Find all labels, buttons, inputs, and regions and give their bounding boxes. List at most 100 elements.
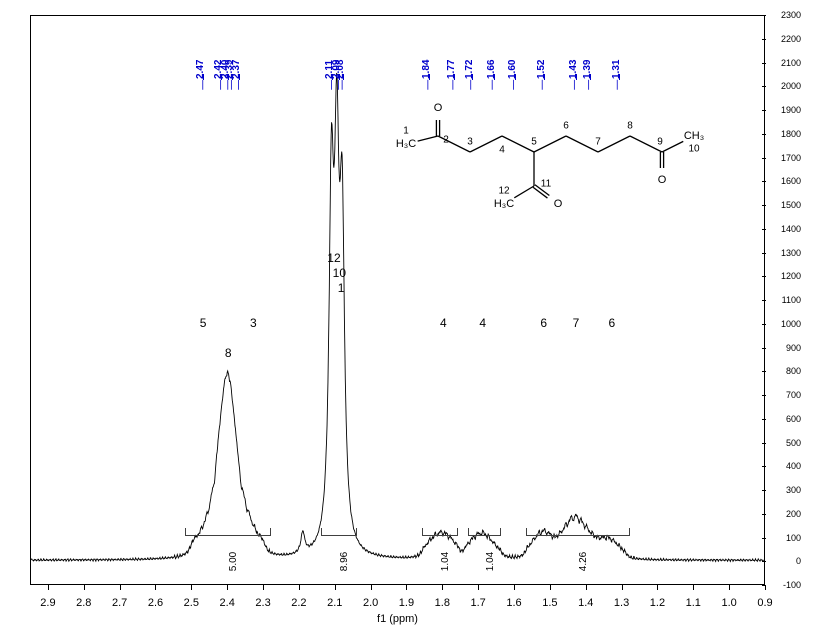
x-tick-label: 2.6	[148, 597, 163, 609]
peak-ppm-label: 1.31	[611, 60, 622, 79]
atom-number: 6	[563, 121, 569, 132]
x-tick-label: 1.5	[542, 597, 557, 609]
integral-bracket	[468, 528, 500, 536]
peak-assignment-label: 8	[225, 346, 232, 360]
integral-bracket	[321, 528, 357, 536]
y-tick-label: 800	[771, 366, 801, 376]
peak-assignment-label: 3	[250, 316, 257, 330]
y-tick-label: 1400	[771, 224, 801, 234]
peak-assignment-label: 5	[200, 316, 207, 330]
atom-number: 1	[403, 126, 409, 137]
integral-value: 5.00	[228, 552, 239, 571]
peak-ppm-label: 1.72	[464, 60, 475, 79]
atom-label: O	[658, 174, 667, 186]
x-tick-label: 1.3	[614, 597, 629, 609]
x-axis-label: f1 (ppm)	[377, 613, 418, 625]
atom-number: 2	[443, 135, 449, 146]
atom-number: 7	[595, 137, 601, 148]
y-tick-label: 600	[771, 414, 801, 424]
x-tick-label: 2.7	[112, 597, 127, 609]
x-tick-label: 2.3	[255, 597, 270, 609]
x-tick-label: 1.6	[506, 597, 521, 609]
x-tick-label: 2.0	[363, 597, 378, 609]
x-tick-label: 1.8	[435, 597, 450, 609]
y-axis-right: 2300220021002000190018001700160015001400…	[766, 15, 801, 585]
peak-ppm-label: 1.43	[568, 60, 579, 79]
atom-number: 5	[531, 137, 537, 148]
integral-value: 8.96	[340, 552, 351, 571]
y-tick-label: 1600	[771, 176, 801, 186]
x-tick-label: 2.9	[40, 597, 55, 609]
y-tick-label: 2200	[771, 34, 801, 44]
y-tick-label: 2000	[771, 81, 801, 91]
y-tick-label: 1900	[771, 105, 801, 115]
x-axis: f1 (ppm) 2.9 2.8 2.7 2.6 2.5 2.4 2.3 2.2 2.1 2.0 1…	[30, 585, 765, 625]
atom-label: H₃C	[396, 138, 416, 150]
x-tick-label: 1.7	[471, 597, 486, 609]
peak-assignment-label: 7	[573, 316, 580, 330]
x-tick-label: 1.1	[686, 597, 701, 609]
peak-assignment-label: 10	[333, 266, 346, 280]
atom-number: 11	[541, 179, 551, 190]
peak-assignment-label: 4	[440, 316, 447, 330]
integral-value: 1.04	[485, 552, 496, 571]
atom-label: O	[554, 198, 563, 210]
atom-number: 4	[499, 145, 505, 156]
y-tick-label: 200	[771, 509, 801, 519]
x-tick-label: 1.9	[399, 597, 414, 609]
y-tick-label: 1300	[771, 248, 801, 258]
peak-ppm-label: 2.37	[231, 60, 242, 79]
peak-ppm-label: 1.84	[421, 60, 432, 79]
y-tick-label: 100	[771, 533, 801, 543]
x-tick-label: 2.1	[327, 597, 342, 609]
y-tick-label: 2300	[771, 10, 801, 20]
integral-value: 1.04	[440, 552, 451, 571]
atom-label: O	[434, 102, 443, 114]
peak-ppm-label: 1.66	[486, 60, 497, 79]
y-tick-label: 1500	[771, 200, 801, 210]
atom-number: 8	[627, 121, 633, 132]
peak-assignment-label: 6	[540, 316, 547, 330]
y-tick-label: 1100	[771, 295, 801, 305]
y-tick-label: 300	[771, 485, 801, 495]
atom-number: 10	[688, 144, 699, 155]
x-tick-label: 2.2	[291, 597, 306, 609]
atom-label: CH₃	[684, 130, 704, 142]
integral-bracket	[526, 528, 630, 536]
y-tick-label: 0	[771, 556, 801, 566]
nmr-plot-area: H₃C12O3456789OCH₃1011OH₃C12 2.472.422.40…	[30, 15, 765, 585]
peak-ppm-label: 1.52	[536, 60, 547, 79]
y-tick-label: 1000	[771, 319, 801, 329]
x-tick-label: 2.4	[220, 597, 235, 609]
x-tick-label: 1.2	[650, 597, 665, 609]
peak-ppm-label: 2.47	[195, 60, 206, 79]
x-tick-label: 0.9	[757, 597, 772, 609]
x-tick-label: 2.8	[76, 597, 91, 609]
y-tick-label: 900	[771, 343, 801, 353]
integral-bracket	[185, 528, 271, 536]
atom-number: 3	[467, 137, 473, 148]
y-tick-label: 500	[771, 438, 801, 448]
y-tick-label: 1700	[771, 153, 801, 163]
peak-assignment-label: 12	[327, 251, 340, 265]
peak-ppm-label: 1.77	[446, 60, 457, 79]
y-tick-label: 700	[771, 390, 801, 400]
peak-assignment-label: 6	[608, 316, 615, 330]
peak-ppm-label: 2.08	[335, 60, 346, 79]
y-tick-label: 400	[771, 461, 801, 471]
x-tick-label: 2.5	[184, 597, 199, 609]
y-tick-label: -100	[771, 580, 801, 590]
integral-value: 4.26	[578, 552, 589, 571]
peak-ppm-label: 1.39	[582, 60, 593, 79]
atom-label: H₃C	[494, 198, 514, 210]
molecular-structure: H₃C12O3456789OCH₃1011OH₃C12	[376, 96, 756, 226]
y-tick-label: 1800	[771, 129, 801, 139]
atom-number: 9	[657, 137, 663, 148]
integral-bracket	[422, 528, 458, 536]
peak-assignment-label: 4	[479, 316, 486, 330]
y-tick-label: 2100	[771, 58, 801, 68]
atom-number: 12	[498, 186, 509, 197]
peak-assignment-label: 1	[338, 281, 345, 295]
x-tick-label: 1.4	[578, 597, 593, 609]
x-tick-label: 1.0	[721, 597, 736, 609]
